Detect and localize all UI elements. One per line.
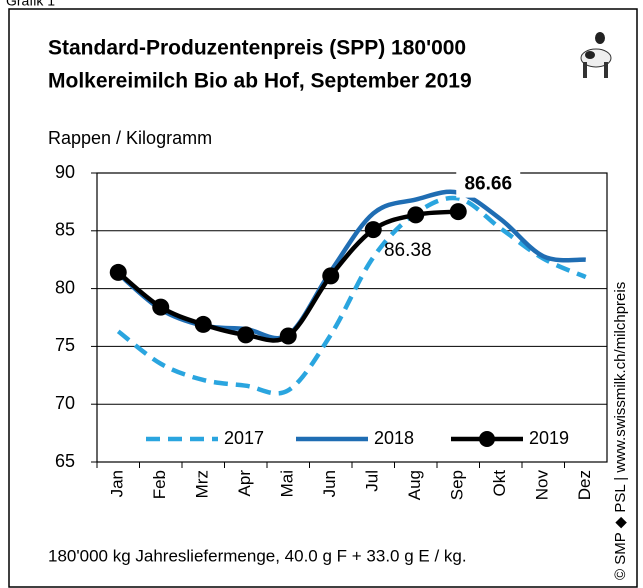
cow-icon bbox=[580, 32, 612, 78]
point bbox=[279, 327, 297, 345]
series-line bbox=[116, 195, 587, 396]
point bbox=[194, 315, 212, 333]
x-tick-label: Okt bbox=[490, 470, 509, 497]
label-bg bbox=[456, 171, 521, 198]
chart-subtitle: Molkereimilch Bio ab Hof, September 2019 bbox=[48, 70, 472, 93]
point bbox=[152, 298, 170, 316]
legend-label: 2017 bbox=[224, 428, 264, 448]
y-tick-label: 90 bbox=[55, 162, 75, 182]
legend-label: 2019 bbox=[529, 428, 569, 448]
y-tick-label: 65 bbox=[55, 451, 75, 471]
footnote: 180'000 kg Jahresliefermenge, 40.0 g F +… bbox=[48, 546, 467, 565]
point bbox=[322, 267, 340, 285]
point bbox=[109, 263, 127, 281]
data-label: 86.66 bbox=[464, 174, 512, 195]
legend-label: 2018 bbox=[374, 428, 414, 448]
x-tick-label: Dez bbox=[575, 470, 594, 500]
x-tick-label: Aug bbox=[405, 470, 424, 500]
x-tick-label: Sep bbox=[448, 470, 467, 500]
y-tick-label: 85 bbox=[55, 220, 75, 240]
x-tick-label: Nov bbox=[533, 470, 552, 501]
x-tick-label: Apr bbox=[235, 470, 254, 497]
y-axis-label: Rappen / Kilogramm bbox=[48, 128, 212, 148]
frame bbox=[8, 8, 638, 588]
chart-title: Standard-Produzentenpreis (SPP) 180'000 bbox=[48, 37, 466, 60]
y-tick-label: 80 bbox=[55, 277, 75, 297]
x-tick-label: Jul bbox=[363, 470, 382, 492]
x-tick-label: Feb bbox=[150, 470, 169, 499]
y-tick-label: 75 bbox=[55, 335, 75, 355]
point bbox=[407, 206, 425, 224]
x-tick-label: Mrz bbox=[193, 470, 212, 498]
point bbox=[449, 203, 467, 221]
legend-marker bbox=[479, 431, 495, 447]
series-line bbox=[116, 189, 586, 341]
source: © SMP ◆ PSL | www.swissmilk.ch/milchprei… bbox=[612, 282, 629, 580]
data-label: 86.38 bbox=[384, 240, 432, 261]
x-tick-label: Jun bbox=[320, 470, 339, 497]
figure-label: Grafik 1 bbox=[6, 0, 55, 9]
x-tick-label: Jan bbox=[108, 470, 127, 497]
y-tick-label: 70 bbox=[55, 393, 75, 413]
point bbox=[237, 326, 255, 344]
x-tick-label: Mai bbox=[278, 470, 297, 497]
point bbox=[364, 221, 382, 239]
